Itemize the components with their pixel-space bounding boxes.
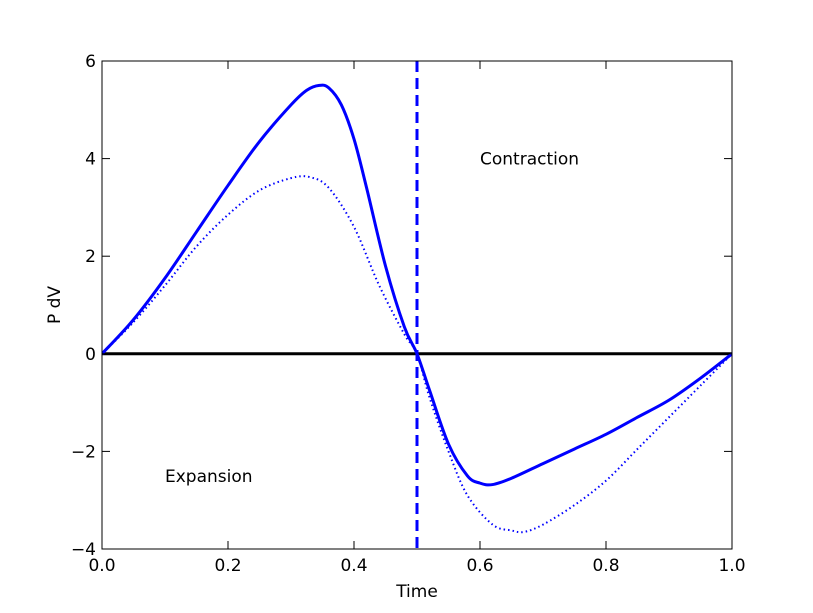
plot-frame bbox=[101, 60, 733, 550]
plot-area bbox=[102, 61, 732, 549]
axis-ticks: 0.0 0.2 0.4 0.6 0.8 1.0 −4 −2 0 2 4 6 bbox=[71, 52, 746, 576]
y-tick-label: 6 bbox=[85, 52, 96, 72]
x-tick-label: 0.4 bbox=[340, 556, 367, 576]
x-axis-label: Time bbox=[395, 582, 438, 602]
y-axis-label: P dV bbox=[45, 286, 65, 324]
x-tick-label: 0.6 bbox=[466, 556, 493, 576]
axes-frame bbox=[101, 60, 733, 550]
annotation-contraction: Contraction bbox=[480, 150, 579, 170]
y-tick-label: 2 bbox=[85, 247, 96, 267]
series-line-solid bbox=[102, 83, 732, 487]
annotations: Contraction Expansion bbox=[165, 150, 579, 487]
x-tick-label: 0.0 bbox=[88, 556, 115, 576]
y-tick-label: 4 bbox=[85, 150, 96, 170]
x-tick-label: 0.2 bbox=[214, 556, 241, 576]
y-tick-label: −4 bbox=[71, 540, 96, 560]
x-tick-label: 0.8 bbox=[592, 556, 619, 576]
x-tick-label: 1.0 bbox=[718, 556, 745, 576]
y-tick-label: −2 bbox=[71, 442, 96, 462]
y-tick-label: 0 bbox=[85, 345, 96, 365]
annotation-expansion: Expansion bbox=[165, 467, 253, 487]
